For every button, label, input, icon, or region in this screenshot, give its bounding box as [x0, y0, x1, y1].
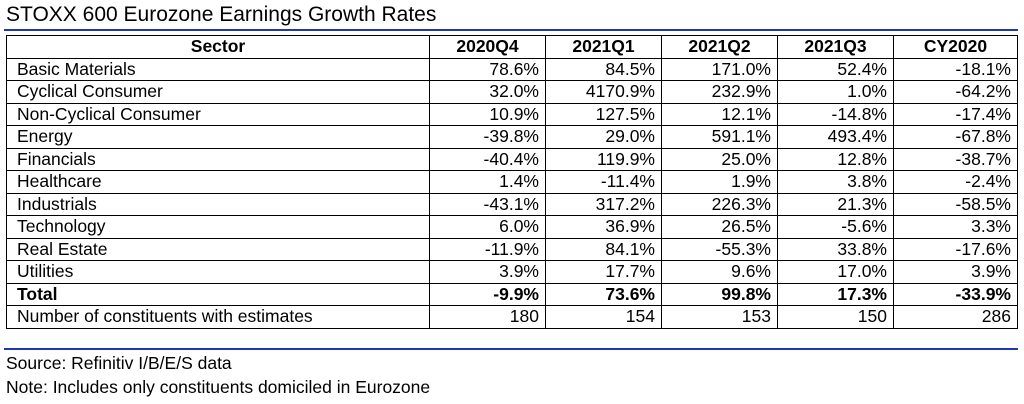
value-cell: 1.4% [429, 170, 546, 194]
value-cell: 591.1% [661, 125, 778, 149]
sector-label: Real Estate [6, 237, 430, 261]
sector-label: Financials [6, 147, 430, 171]
column-header-2021q2: 2021Q2 [661, 35, 778, 59]
value-cell: 127.5% [545, 102, 662, 126]
value-cell: -17.6% [893, 237, 1018, 261]
sector-label: Utilities [6, 260, 430, 284]
value-cell: 1.0% [777, 80, 894, 104]
value-cell: 12.8% [777, 147, 894, 171]
value-cell: 25.0% [661, 147, 778, 171]
sector-label: Number of constituents with estimates [6, 305, 430, 329]
earnings-growth-table: Sector 2020Q4 2021Q1 2021Q2 2021Q3 CY202… [6, 35, 1018, 329]
value-cell: 29.0% [545, 125, 662, 149]
source-note: Source: Refinitiv I/B/E/S data [6, 353, 232, 373]
value-cell: 99.8% [661, 282, 778, 306]
sector-label: Healthcare [6, 170, 430, 194]
value-cell: -14.8% [777, 102, 894, 126]
value-cell: -43.1% [429, 192, 546, 216]
value-cell: 17.7% [545, 260, 662, 284]
table-row: Industrials -43.1% 317.2% 226.3% 21.3% -58.5% [6, 192, 1018, 216]
value-cell: 3.8% [777, 170, 894, 194]
sector-label: Industrials [6, 192, 430, 216]
value-cell: 26.5% [661, 215, 778, 239]
value-cell: 119.9% [545, 147, 662, 171]
value-cell: -38.7% [893, 147, 1018, 171]
value-cell: 4170.9% [545, 80, 662, 104]
value-cell: 33.8% [777, 237, 894, 261]
value-cell: 493.4% [777, 125, 894, 149]
value-cell: 21.3% [777, 192, 894, 216]
value-cell: 3.9% [893, 260, 1018, 284]
value-cell: 73.6% [545, 282, 662, 306]
value-cell: -64.2% [893, 80, 1018, 104]
value-cell: 153 [661, 305, 778, 329]
column-header-2020q4: 2020Q4 [429, 35, 546, 59]
table-row: Non-Cyclical Consumer 10.9% 127.5% 12.1% -14… [6, 102, 1018, 126]
value-cell: 9.6% [661, 260, 778, 284]
column-header-sector: Sector [6, 35, 430, 59]
value-cell: 154 [545, 305, 662, 329]
total-row: Total -9.9% 73.6% 99.8% 17.3% -33.9% [6, 282, 1018, 306]
column-header-2021q1: 2021Q1 [545, 35, 662, 59]
sector-label: Basic Materials [6, 57, 430, 81]
value-cell: -11.4% [545, 170, 662, 194]
value-cell: -9.9% [429, 282, 546, 306]
table-row: Technology 6.0% 36.9% 26.5% -5.6% 3.3% [6, 215, 1018, 239]
value-cell: 10.9% [429, 102, 546, 126]
column-header-2021q3: 2021Q3 [777, 35, 894, 59]
table-row: Cyclical Consumer 32.0% 4170.9% 232.9% 1.0% -… [6, 80, 1018, 104]
sector-label: Energy [6, 125, 430, 149]
column-header-cy2020: CY2020 [893, 35, 1018, 59]
value-cell: 226.3% [661, 192, 778, 216]
value-cell: -5.6% [777, 215, 894, 239]
table-body: Basic Materials 78.6% 84.5% 171.0% 52.4% -18.… [6, 57, 1018, 329]
value-cell: -67.8% [893, 125, 1018, 149]
top-rule [4, 29, 1018, 31]
value-cell: 17.0% [777, 260, 894, 284]
value-cell: 52.4% [777, 57, 894, 81]
value-cell: 150 [777, 305, 894, 329]
sector-label: Cyclical Consumer [6, 80, 430, 104]
table-title: STOXX 600 Eurozone Earnings Growth Rates [6, 3, 437, 26]
value-cell: 232.9% [661, 80, 778, 104]
value-cell: 36.9% [545, 215, 662, 239]
table-row: Real Estate -11.9% 84.1% -55.3% 33.8% -17.6% [6, 237, 1018, 261]
sector-label: Technology [6, 215, 430, 239]
value-cell: -18.1% [893, 57, 1018, 81]
header-row: Sector 2020Q4 2021Q1 2021Q2 2021Q3 CY202… [6, 35, 1018, 59]
bottom-rule [4, 348, 1018, 350]
value-cell: 78.6% [429, 57, 546, 81]
table-row: Utilities 3.9% 17.7% 9.6% 17.0% 3.9% [6, 260, 1018, 284]
value-cell: -39.8% [429, 125, 546, 149]
table-row: Energy -39.8% 29.0% 591.1% 493.4% -67.8% [6, 125, 1018, 149]
value-cell: 171.0% [661, 57, 778, 81]
value-cell: -17.4% [893, 102, 1018, 126]
table-row: Financials -40.4% 119.9% 25.0% 12.8% -38.7% [6, 147, 1018, 171]
value-cell: 180 [429, 305, 546, 329]
sector-label: Total [6, 282, 430, 306]
table-row: Healthcare 1.4% -11.4% 1.9% 3.8% -2.4% [6, 170, 1018, 194]
value-cell: -33.9% [893, 282, 1018, 306]
value-cell: -2.4% [893, 170, 1018, 194]
value-cell: 6.0% [429, 215, 546, 239]
table-row: Number of constituents with estimates 180… [6, 305, 1018, 329]
value-cell: 317.2% [545, 192, 662, 216]
value-cell: 17.3% [777, 282, 894, 306]
value-cell: 1.9% [661, 170, 778, 194]
sector-label: Non-Cyclical Consumer [6, 102, 430, 126]
value-cell: 286 [893, 305, 1018, 329]
value-cell: 84.1% [545, 237, 662, 261]
value-cell: 32.0% [429, 80, 546, 104]
value-cell: -40.4% [429, 147, 546, 171]
value-cell: 3.3% [893, 215, 1018, 239]
value-cell: -58.5% [893, 192, 1018, 216]
value-cell: -11.9% [429, 237, 546, 261]
footnote: Note: Includes only constituents domicil… [6, 377, 431, 397]
value-cell: 84.5% [545, 57, 662, 81]
value-cell: -55.3% [661, 237, 778, 261]
table-row: Basic Materials 78.6% 84.5% 171.0% 52.4% -18.… [6, 57, 1018, 81]
value-cell: 12.1% [661, 102, 778, 126]
value-cell: 3.9% [429, 260, 546, 284]
